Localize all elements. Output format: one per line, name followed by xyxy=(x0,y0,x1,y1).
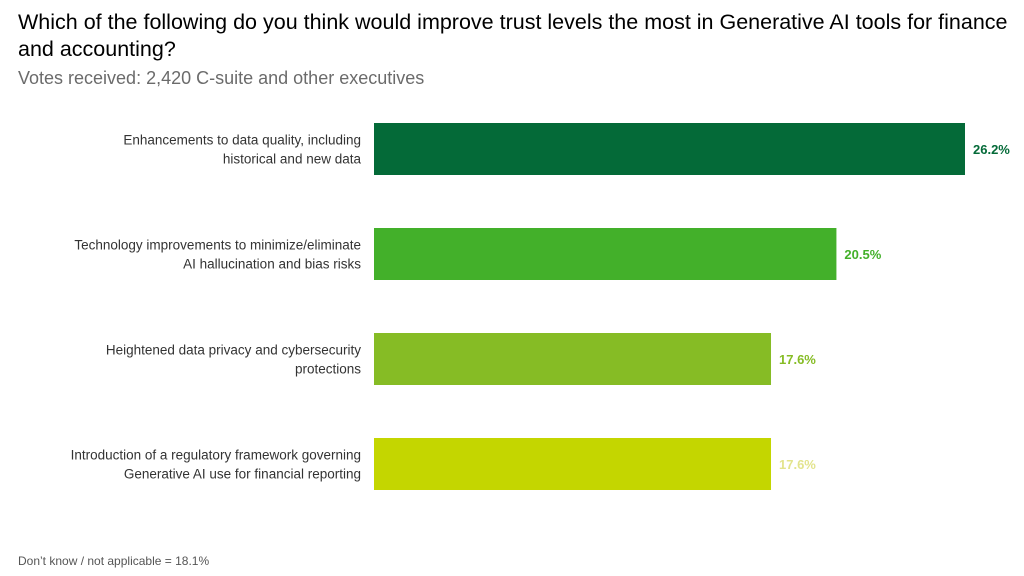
bar xyxy=(374,123,965,175)
chart-subtitle: Votes received: 2,420 C-suite and other … xyxy=(18,68,425,88)
bar-group: Introduction of a regulatory framework g… xyxy=(71,438,816,490)
bar-group: Technology improvements to minimize/elim… xyxy=(74,228,882,280)
category-label: Enhancements to data quality, including h… xyxy=(123,133,361,167)
bar xyxy=(374,333,772,385)
value-label: 26.2% xyxy=(973,142,1010,157)
bar xyxy=(374,228,837,280)
value-label: 17.6% xyxy=(779,457,816,472)
category-label: Heightened data privacy and cybersecurit… xyxy=(106,343,361,377)
category-label: Technology improvements to minimize/elim… xyxy=(74,238,361,272)
value-label: 20.5% xyxy=(844,247,881,262)
chart-title: Which of the following do you think woul… xyxy=(18,10,1008,61)
footnote: Don’t know / not applicable = 18.1% xyxy=(18,554,210,568)
bar-group: Heightened data privacy and cybersecurit… xyxy=(106,333,816,385)
category-label: Introduction of a regulatory framework g… xyxy=(71,448,361,482)
bar xyxy=(374,438,772,490)
value-label: 17.6% xyxy=(779,352,816,367)
bar-group: Enhancements to data quality, including h… xyxy=(123,123,1010,175)
